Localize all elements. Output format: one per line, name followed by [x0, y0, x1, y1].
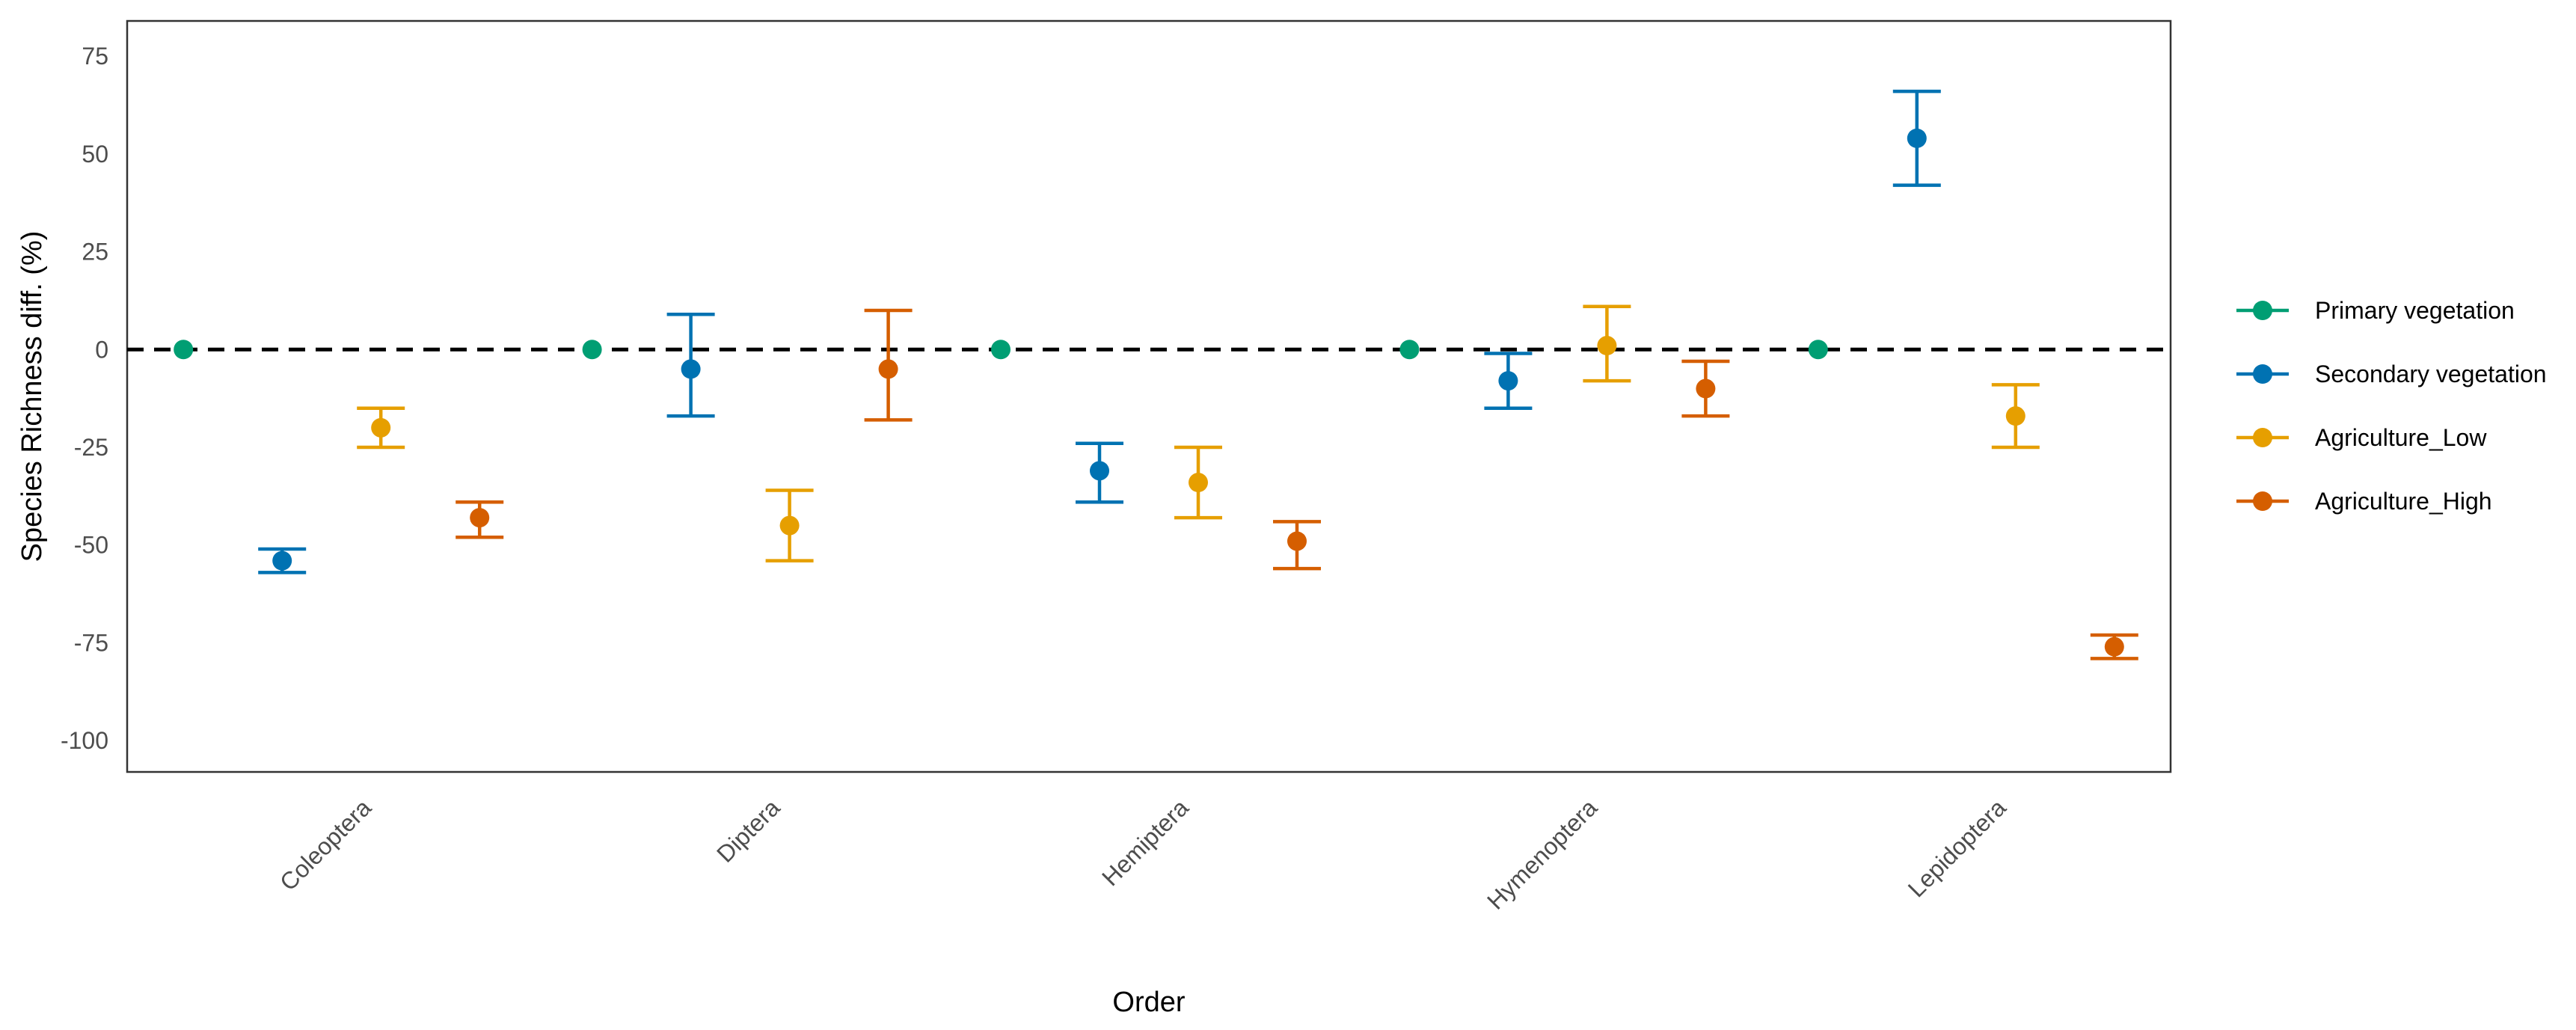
data-point — [1696, 378, 1716, 399]
legend-label: Primary vegetation — [2315, 297, 2515, 324]
legend: Primary vegetation Secondary vegetation Ag… — [2236, 297, 2547, 515]
data-point — [779, 515, 800, 536]
x-tick-label: Coleoptera — [275, 794, 376, 895]
legend-key-point — [2253, 301, 2272, 320]
data-point — [1090, 461, 1109, 481]
legend-label: Agriculture_High — [2315, 488, 2492, 515]
y-tick-label: -50 — [74, 532, 108, 559]
data-point — [1808, 340, 1828, 360]
legend-key-point — [2253, 491, 2272, 511]
data-point — [582, 340, 602, 360]
x-tick-label: Lepidoptera — [1903, 794, 2011, 902]
x-tick-label: Diptera — [711, 794, 785, 868]
data-point — [174, 340, 194, 360]
data-point — [272, 551, 292, 571]
x-tick-label: Hymenoptera — [1482, 794, 1602, 914]
legend-label: Agriculture_Low — [2315, 424, 2487, 451]
data-point — [1287, 531, 1307, 551]
x-axis-title: Order — [1112, 987, 1185, 1018]
data-point — [470, 508, 490, 528]
data-point — [2104, 637, 2124, 657]
y-tick-label: -75 — [74, 629, 108, 656]
data-point — [1189, 473, 1208, 493]
x-axis-ticks: Coleoptera Diptera Hemiptera Hymenoptera Lep… — [275, 794, 2011, 914]
legend-key-point — [2253, 364, 2272, 384]
y-tick-label: 25 — [82, 239, 108, 266]
data-point — [681, 359, 701, 379]
data-point — [371, 417, 391, 438]
x-tick-label: Hemiptera — [1097, 794, 1194, 891]
y-tick-label: 0 — [95, 336, 108, 363]
y-tick-label: 75 — [82, 43, 108, 70]
data-point — [1498, 371, 1518, 391]
data-point — [2005, 406, 2025, 426]
data-point — [878, 359, 898, 379]
data-point — [991, 340, 1011, 360]
data-point — [1399, 340, 1420, 360]
y-axis-ticks: 75 50 25 0 -25 -50 -75 -100 — [61, 43, 108, 754]
legend-key-point — [2253, 428, 2272, 447]
plot-panel — [126, 19, 2172, 773]
legend-label: Secondary vegetation — [2315, 361, 2547, 387]
y-tick-label: -25 — [74, 434, 108, 461]
error-bar-points — [174, 89, 2138, 660]
y-tick-label: -100 — [61, 727, 108, 754]
data-point — [1907, 128, 1927, 148]
data-point — [1597, 336, 1617, 356]
y-axis-title: Species Richness diff. (%) — [16, 231, 48, 562]
y-tick-label: 50 — [82, 141, 108, 168]
